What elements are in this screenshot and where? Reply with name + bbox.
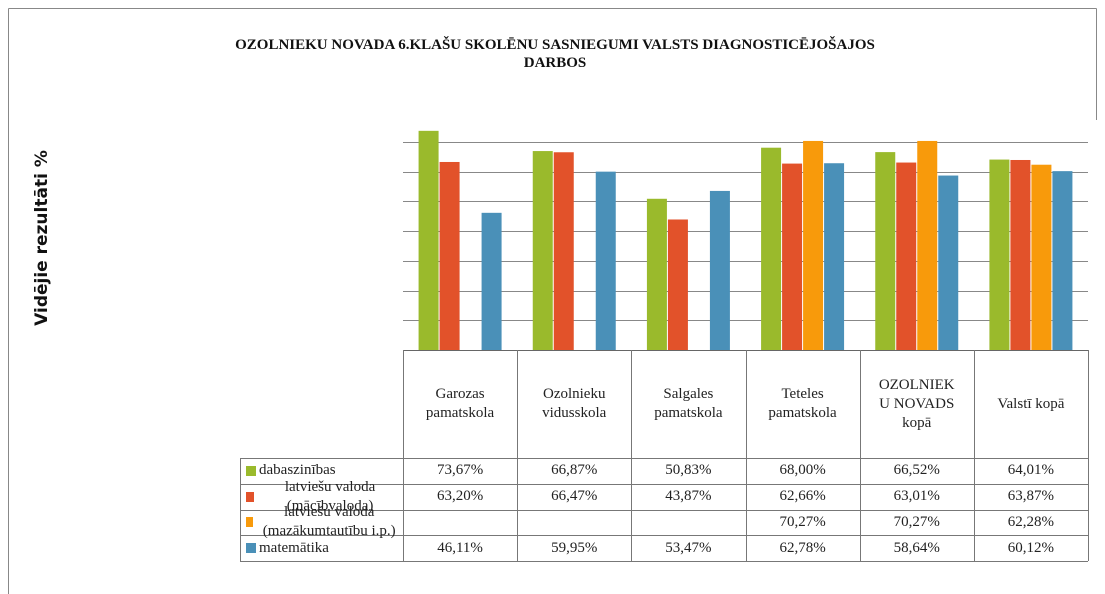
bar xyxy=(989,159,1010,350)
bar xyxy=(938,175,959,350)
value-cell: 63,87% xyxy=(1007,488,1055,505)
bar xyxy=(875,152,896,350)
y-axis-label: Vidējie rezultāti % xyxy=(32,150,52,326)
bar xyxy=(595,171,616,350)
value-cell: 46,11% xyxy=(437,539,483,556)
bar xyxy=(667,219,688,350)
legend-swatch xyxy=(246,465,256,476)
value-cell: 62,28% xyxy=(1007,513,1055,530)
legend-swatch xyxy=(246,543,256,554)
category-label: Salgales pamatskola xyxy=(654,386,723,421)
legend-swatch xyxy=(246,491,255,502)
value-cell: 73,67% xyxy=(436,462,484,479)
legend-entry: latviešu valoda (mācībvaloda) xyxy=(240,479,403,514)
value-cell: 63,01% xyxy=(893,488,940,505)
bar xyxy=(1031,164,1052,350)
category-label: Garozas pamatskola xyxy=(425,386,495,421)
bar xyxy=(1010,159,1031,350)
legend-label: dabaszinības xyxy=(259,462,336,479)
bar xyxy=(803,140,824,350)
value-cell: 70,27% xyxy=(779,513,826,530)
legend-swatch xyxy=(246,517,253,528)
bar xyxy=(824,163,845,350)
bar xyxy=(646,198,667,350)
bar xyxy=(782,163,803,350)
value-cell: 63,20% xyxy=(436,488,484,505)
bar xyxy=(709,190,730,350)
value-cell: 60,12% xyxy=(1007,539,1055,556)
category-label: OZOLNIEKU NOVADS kopā xyxy=(878,376,955,431)
value-cell: 58,64% xyxy=(893,539,940,556)
value-cell: 62,66% xyxy=(779,488,826,505)
value-cell: 70,27% xyxy=(893,513,940,530)
bar xyxy=(532,151,553,350)
bar xyxy=(553,152,574,350)
chart-title: OZOLNIEKU NOVADA 6.KLAŠU SKOLĒNU SASNIEG… xyxy=(235,37,875,71)
legend-label: latviešu valoda (mācībvaloda) xyxy=(284,478,376,514)
value-cell: 53,47% xyxy=(665,539,712,556)
bar xyxy=(761,147,782,350)
legend-entry: matemātika xyxy=(240,535,403,561)
bar xyxy=(917,140,938,350)
bar xyxy=(439,161,460,350)
bar xyxy=(1052,171,1073,350)
legend-entry: latviešu valoda (mazākumtautību i.p.) xyxy=(240,504,403,539)
value-cell: 66,52% xyxy=(893,462,940,479)
value-cell: 43,87% xyxy=(665,488,712,505)
legend-label: latviešu valoda (mazākumtautību i.p.) xyxy=(262,504,396,540)
category-label: Teteles pamatskola xyxy=(768,386,837,421)
category-label: Ozolnieku vidusskola xyxy=(542,386,607,421)
legend-label: matemātika xyxy=(259,539,329,556)
value-cell: 59,95% xyxy=(551,539,598,556)
value-cell: 50,83% xyxy=(665,462,712,479)
value-cell: 66,87% xyxy=(551,462,598,479)
legend-entry: dabaszinības xyxy=(240,458,403,484)
value-cell: 66,47% xyxy=(551,488,598,505)
value-cell: 62,78% xyxy=(779,539,826,556)
value-cell: 68,00% xyxy=(779,462,826,479)
bar xyxy=(418,130,439,350)
bar xyxy=(896,162,917,350)
value-cell: 64,01% xyxy=(1007,462,1055,479)
bar xyxy=(481,212,502,350)
category-label: Valstī kopā xyxy=(997,395,1065,412)
